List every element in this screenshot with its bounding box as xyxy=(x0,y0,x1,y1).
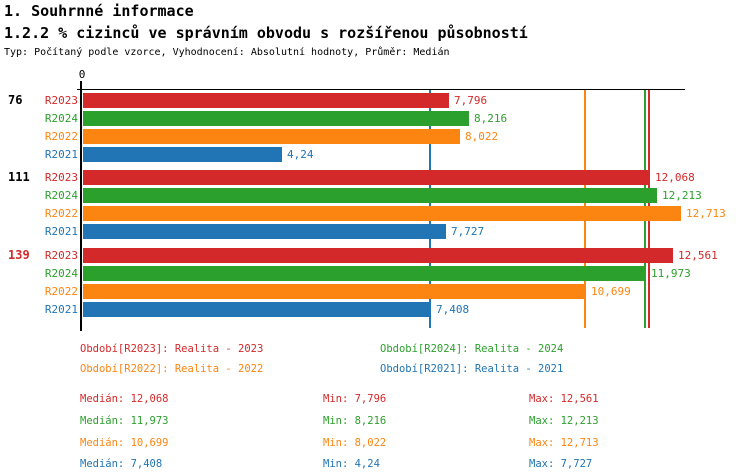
bar-R2024 xyxy=(83,111,469,126)
series-label-R2022: R2022 xyxy=(44,207,78,220)
bar-R2021 xyxy=(83,224,446,239)
bar-R2022 xyxy=(83,129,460,144)
series-label-R2021: R2021 xyxy=(44,148,78,161)
bar-R2021 xyxy=(83,302,431,317)
group-label-111: 111 xyxy=(8,170,30,184)
bar-R2024 xyxy=(83,266,646,281)
stat-min-R2023: Min: 7,796 xyxy=(323,393,387,405)
group-label-76: 76 xyxy=(8,93,23,107)
stat-min-R2021: Min: 4,24 xyxy=(323,458,380,470)
legend-item-R2022: Období[R2022]: Realita - 2022 xyxy=(80,363,264,375)
legend-item-R2024: Období[R2024]: Realita - 2024 xyxy=(380,343,564,355)
chart-meta-line: Typ: Počítaný podle vzorce, Vyhodnocení:… xyxy=(4,47,450,58)
series-label-R2024: R2024 xyxy=(44,112,78,125)
bar-value-label: 12,713 xyxy=(686,207,726,220)
bar-value-label: 7,727 xyxy=(451,225,485,238)
chart-subtitle: 1.2.2 % cizinců ve správním obvodu s roz… xyxy=(4,24,528,42)
bar-R2021 xyxy=(83,147,282,162)
bar-value-label: 12,213 xyxy=(662,189,702,202)
stat-max-R2023: Max: 12,561 xyxy=(529,393,599,405)
bar-value-label: 4,24 xyxy=(287,148,314,161)
page-title: 1. Souhrnné informace xyxy=(4,2,194,20)
bar-value-label: 7,408 xyxy=(436,303,470,316)
bar-value-label: 7,796 xyxy=(454,94,488,107)
bar-value-label: 8,022 xyxy=(465,130,499,143)
series-label-R2021: R2021 xyxy=(44,303,78,316)
bar-value-label: 8,216 xyxy=(474,112,508,125)
bar-R2024 xyxy=(83,188,657,203)
series-label-R2021: R2021 xyxy=(44,225,78,238)
stat-min-R2022: Min: 8,022 xyxy=(323,437,387,449)
bar-R2022 xyxy=(83,284,586,299)
legend-item-R2023: Období[R2023]: Realita - 2023 xyxy=(80,343,264,355)
bar-value-label: 11,973 xyxy=(651,267,691,280)
y-axis-line xyxy=(80,81,82,331)
axis-origin-label: 0 xyxy=(78,68,86,81)
stat-min-R2024: Min: 8,216 xyxy=(323,415,387,427)
series-label-R2024: R2024 xyxy=(44,267,78,280)
bar-R2023 xyxy=(83,93,449,108)
stat-median-R2024: Medián: 11,973 xyxy=(80,415,169,427)
stat-median-R2021: Medián: 7,408 xyxy=(80,458,163,470)
group-label-139: 139 xyxy=(8,248,30,262)
stat-max-R2022: Max: 12,713 xyxy=(529,437,599,449)
series-label-R2024: R2024 xyxy=(44,189,78,202)
bar-R2023 xyxy=(83,248,673,263)
legend-item-R2021: Období[R2021]: Realita - 2021 xyxy=(380,363,564,375)
bar-value-label: 10,699 xyxy=(591,285,631,298)
bar-R2023 xyxy=(83,170,650,185)
stat-median-R2023: Medián: 12,068 xyxy=(80,393,169,405)
x-axis-line xyxy=(77,89,685,90)
bar-value-label: 12,068 xyxy=(655,171,695,184)
series-label-R2023: R2023 xyxy=(44,94,78,107)
bar-R2022 xyxy=(83,206,681,221)
series-label-R2022: R2022 xyxy=(44,130,78,143)
series-label-R2023: R2023 xyxy=(44,171,78,184)
series-label-R2022: R2022 xyxy=(44,285,78,298)
stat-max-R2021: Max: 7,727 xyxy=(529,458,593,470)
bar-value-label: 12,561 xyxy=(678,249,718,262)
stat-median-R2022: Medián: 10,699 xyxy=(80,437,169,449)
stat-max-R2024: Max: 12,213 xyxy=(529,415,599,427)
series-label-R2023: R2023 xyxy=(44,249,78,262)
